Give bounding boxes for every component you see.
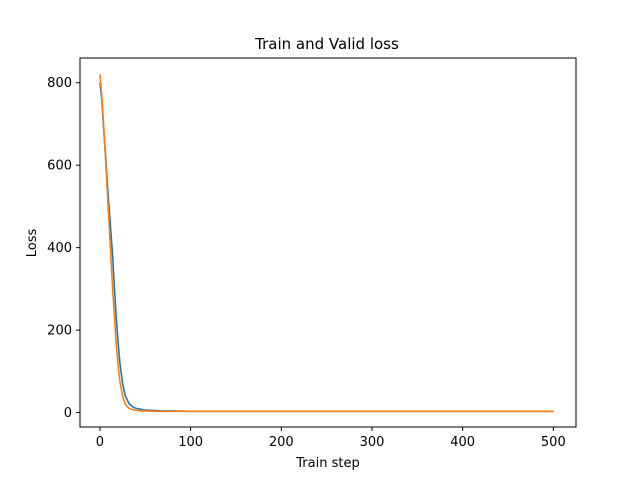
y-tick-label: 0 <box>64 406 72 421</box>
x-axis-label: Train step <box>295 456 359 471</box>
y-tick-label: 200 <box>47 324 72 339</box>
y-tick-label: 400 <box>47 241 72 256</box>
x-tick-label: 300 <box>360 435 385 450</box>
y-axis-label: Loss <box>25 229 40 258</box>
x-tick-label: 500 <box>541 435 566 450</box>
plot-frame <box>79 57 577 428</box>
x-axis-ticks: 0 100 200 300 400 500 <box>96 427 566 450</box>
x-tick-label: 100 <box>178 435 203 450</box>
chart-title: Train and Valid loss <box>254 35 399 53</box>
x-tick-label: 400 <box>450 435 475 450</box>
y-axis-ticks: 0 200 400 600 800 <box>47 76 80 421</box>
y-tick-label: 800 <box>47 76 72 91</box>
series-line-2 <box>99 74 554 413</box>
x-tick-label: 0 <box>96 435 104 450</box>
y-tick-label: 600 <box>47 159 72 174</box>
series-line-1 <box>99 82 554 413</box>
series-layer <box>99 74 554 413</box>
x-tick-label: 200 <box>269 435 294 450</box>
